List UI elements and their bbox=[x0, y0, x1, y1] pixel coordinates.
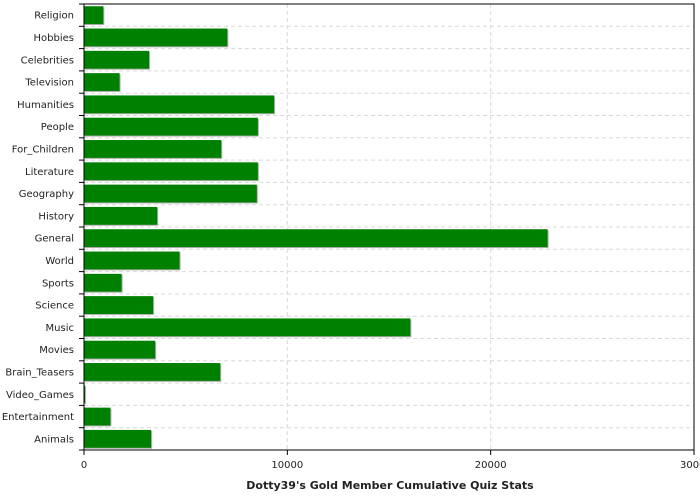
category-label: Entertainment bbox=[2, 412, 74, 423]
bar-celebrities bbox=[84, 50, 150, 69]
bar-animals bbox=[84, 429, 152, 448]
category-label: Celebrities bbox=[21, 55, 74, 66]
bar-television bbox=[84, 73, 120, 91]
category-label: World bbox=[45, 256, 74, 267]
bar-shadow bbox=[85, 386, 87, 405]
category-label: Movies bbox=[39, 345, 74, 356]
bar-world bbox=[84, 251, 180, 270]
x-tick-label: 10000 bbox=[271, 460, 303, 471]
axes bbox=[79, 3, 695, 455]
category-labels: Religion Hobbies Celebrities Television Huma… bbox=[2, 11, 74, 446]
x-tick-label: 20000 bbox=[475, 460, 507, 471]
category-label: Sports bbox=[42, 278, 74, 289]
category-label: Hobbies bbox=[34, 33, 74, 44]
category-label: General bbox=[35, 234, 74, 245]
bar-brain-teasers bbox=[84, 363, 221, 381]
bar-people bbox=[84, 117, 258, 136]
category-label: Television bbox=[24, 78, 74, 89]
category-label: Video_Games bbox=[6, 390, 74, 401]
category-label: Religion bbox=[34, 11, 74, 22]
bar-humanities bbox=[84, 95, 275, 114]
category-label: Literature bbox=[25, 167, 74, 178]
bar-hobbies bbox=[84, 28, 228, 47]
category-label: For_Children bbox=[12, 144, 74, 155]
bar-sports bbox=[84, 273, 122, 292]
x-tick-labels: 0 10000 20000 30000 bbox=[81, 460, 700, 471]
bar-literature bbox=[84, 162, 258, 181]
x-tick-label: 0 bbox=[81, 460, 87, 471]
bars bbox=[84, 6, 549, 449]
bar-religion bbox=[84, 6, 104, 25]
x-tick-label: 30000 bbox=[680, 460, 700, 471]
category-label: Brain_Teasers bbox=[5, 367, 74, 378]
category-label: Humanities bbox=[17, 100, 74, 111]
bar-geography bbox=[84, 184, 257, 203]
bar-for-children bbox=[84, 140, 222, 158]
category-label: Music bbox=[46, 323, 74, 334]
grid-lines bbox=[84, 4, 695, 450]
bar-video-games bbox=[84, 385, 86, 404]
category-label: History bbox=[38, 211, 74, 222]
category-label: People bbox=[41, 122, 74, 133]
bar-entertainment bbox=[84, 407, 111, 426]
bar-history bbox=[84, 206, 158, 225]
x-axis-title: Dotty39's Gold Member Cumulative Quiz St… bbox=[246, 479, 534, 492]
bar-music bbox=[84, 318, 411, 337]
bar-science bbox=[84, 296, 154, 314]
category-label: Geography bbox=[19, 189, 74, 200]
category-label: Science bbox=[35, 301, 74, 312]
category-label: Animals bbox=[34, 434, 74, 445]
bar-movies bbox=[84, 340, 156, 359]
bar-general bbox=[84, 229, 548, 248]
